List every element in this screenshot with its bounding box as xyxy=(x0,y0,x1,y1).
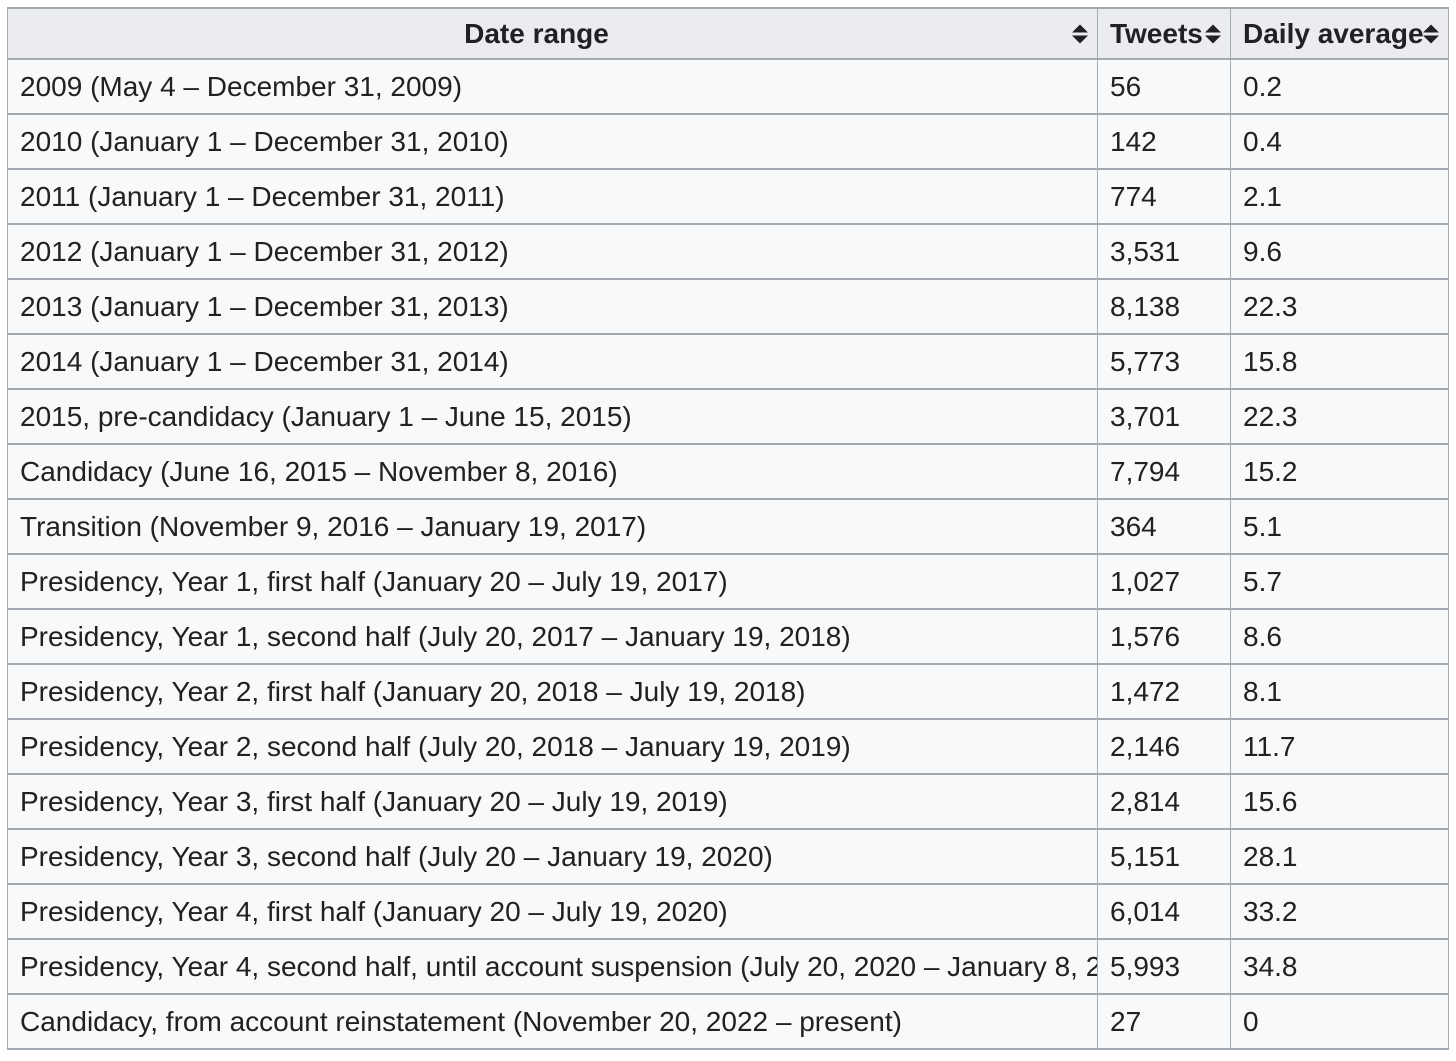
date-range-cell: Transition (November 9, 2016 – January 1… xyxy=(7,498,1098,555)
tweets-cell: 2,814 xyxy=(1097,773,1231,830)
date-range-cell: 2013 (January 1 – December 31, 2013) xyxy=(7,278,1098,335)
tweets-cell: 2,146 xyxy=(1097,718,1231,775)
table-row: Presidency, Year 1, second half (July 20… xyxy=(7,608,1449,665)
date-range-cell: Presidency, Year 2, first half (January … xyxy=(7,663,1098,720)
date-range-cell: Presidency, Year 1, second half (July 20… xyxy=(7,608,1098,665)
table-row: Presidency, Year 2, second half (July 20… xyxy=(7,718,1449,775)
daily-average-cell: 11.7 xyxy=(1230,718,1449,775)
daily-average-cell: 15.2 xyxy=(1230,443,1449,500)
daily-average-cell: 0.4 xyxy=(1230,113,1449,170)
table-row: 2009 (May 4 – December 31, 2009) 56 0.2 xyxy=(7,58,1449,115)
sort-up-arrow-icon xyxy=(1072,24,1088,32)
daily-average-cell: 2.1 xyxy=(1230,168,1449,225)
daily-average-cell: 22.3 xyxy=(1230,388,1449,445)
column-header-label: Date range xyxy=(464,18,609,49)
tweets-cell: 6,014 xyxy=(1097,883,1231,940)
column-header-label: Tweets xyxy=(1110,18,1203,49)
column-header-daily-average[interactable]: Daily average xyxy=(1230,7,1449,60)
date-range-cell: Presidency, Year 3, first half (January … xyxy=(7,773,1098,830)
daily-average-cell: 15.8 xyxy=(1230,333,1449,390)
sort-down-arrow-icon xyxy=(1205,35,1221,43)
tweets-cell: 27 xyxy=(1097,993,1231,1050)
tweets-cell: 1,027 xyxy=(1097,553,1231,610)
table-row: Presidency, Year 3, second half (July 20… xyxy=(7,828,1449,885)
daily-average-cell: 28.1 xyxy=(1230,828,1449,885)
table-row: Candidacy, from account reinstatement (N… xyxy=(7,993,1449,1050)
table-row: 2010 (January 1 – December 31, 2010) 142… xyxy=(7,113,1449,170)
tweets-cell: 1,472 xyxy=(1097,663,1231,720)
table-row: Presidency, Year 4, first half (January … xyxy=(7,883,1449,940)
table-row: Presidency, Year 4, second half, until a… xyxy=(7,938,1449,995)
tweets-by-period-table: Date range Tweets Daily average 2009 (Ma… xyxy=(7,7,1449,1050)
tweets-cell: 5,151 xyxy=(1097,828,1231,885)
sort-down-arrow-icon xyxy=(1423,35,1439,43)
tweets-cell: 8,138 xyxy=(1097,278,1231,335)
date-range-cell: Presidency, Year 2, second half (July 20… xyxy=(7,718,1098,775)
sort-arrows-icon xyxy=(1072,24,1088,43)
tweets-cell: 5,773 xyxy=(1097,333,1231,390)
date-range-cell: Presidency, Year 1, first half (January … xyxy=(7,553,1098,610)
daily-average-cell: 34.8 xyxy=(1230,938,1449,995)
table-row: 2014 (January 1 – December 31, 2014) 5,7… xyxy=(7,333,1449,390)
date-range-cell: Presidency, Year 3, second half (July 20… xyxy=(7,828,1098,885)
daily-average-cell: 5.7 xyxy=(1230,553,1449,610)
sort-up-arrow-icon xyxy=(1205,24,1221,32)
column-header-label: Daily average xyxy=(1243,18,1424,49)
date-range-cell: 2010 (January 1 – December 31, 2010) xyxy=(7,113,1098,170)
sort-arrows-icon xyxy=(1205,24,1221,43)
date-range-cell: 2015, pre-candidacy (January 1 – June 15… xyxy=(7,388,1098,445)
sort-up-arrow-icon xyxy=(1423,24,1439,32)
daily-average-cell: 22.3 xyxy=(1230,278,1449,335)
date-range-cell: 2009 (May 4 – December 31, 2009) xyxy=(7,58,1098,115)
tweets-cell: 364 xyxy=(1097,498,1231,555)
column-header-tweets[interactable]: Tweets xyxy=(1097,7,1231,60)
sort-down-arrow-icon xyxy=(1072,35,1088,43)
daily-average-cell: 5.1 xyxy=(1230,498,1449,555)
daily-average-cell: 33.2 xyxy=(1230,883,1449,940)
table-row: Presidency, Year 3, first half (January … xyxy=(7,773,1449,830)
table-body: 2009 (May 4 – December 31, 2009) 56 0.2 … xyxy=(7,58,1449,1050)
column-header-date-range[interactable]: Date range xyxy=(7,7,1098,60)
daily-average-cell: 9.6 xyxy=(1230,223,1449,280)
table-row: 2011 (January 1 – December 31, 2011) 774… xyxy=(7,168,1449,225)
date-range-cell: Presidency, Year 4, first half (January … xyxy=(7,883,1098,940)
tweets-cell: 5,993 xyxy=(1097,938,1231,995)
tweets-cell: 3,701 xyxy=(1097,388,1231,445)
daily-average-cell: 0.2 xyxy=(1230,58,1449,115)
table-row: Transition (November 9, 2016 – January 1… xyxy=(7,498,1449,555)
daily-average-cell: 0 xyxy=(1230,993,1449,1050)
tweets-cell: 142 xyxy=(1097,113,1231,170)
tweets-cell: 56 xyxy=(1097,58,1231,115)
tweets-cell: 774 xyxy=(1097,168,1231,225)
table-row: 2013 (January 1 – December 31, 2013) 8,1… xyxy=(7,278,1449,335)
tweets-cell: 7,794 xyxy=(1097,443,1231,500)
daily-average-cell: 8.1 xyxy=(1230,663,1449,720)
header-row: Date range Tweets Daily average xyxy=(7,7,1449,60)
date-range-cell: 2014 (January 1 – December 31, 2014) xyxy=(7,333,1098,390)
date-range-cell: 2012 (January 1 – December 31, 2012) xyxy=(7,223,1098,280)
daily-average-cell: 8.6 xyxy=(1230,608,1449,665)
table-row: Candidacy (June 16, 2015 – November 8, 2… xyxy=(7,443,1449,500)
daily-average-cell: 15.6 xyxy=(1230,773,1449,830)
date-range-cell: 2011 (January 1 – December 31, 2011) xyxy=(7,168,1098,225)
tweets-cell: 3,531 xyxy=(1097,223,1231,280)
date-range-cell: Presidency, Year 4, second half, until a… xyxy=(7,938,1098,995)
date-range-cell: Candidacy, from account reinstatement (N… xyxy=(7,993,1098,1050)
table-row: Presidency, Year 1, first half (January … xyxy=(7,553,1449,610)
table-row: Presidency, Year 2, first half (January … xyxy=(7,663,1449,720)
date-range-cell: Candidacy (June 16, 2015 – November 8, 2… xyxy=(7,443,1098,500)
table-row: 2015, pre-candidacy (January 1 – June 15… xyxy=(7,388,1449,445)
tweets-cell: 1,576 xyxy=(1097,608,1231,665)
sort-arrows-icon xyxy=(1423,24,1439,43)
table-row: 2012 (January 1 – December 31, 2012) 3,5… xyxy=(7,223,1449,280)
